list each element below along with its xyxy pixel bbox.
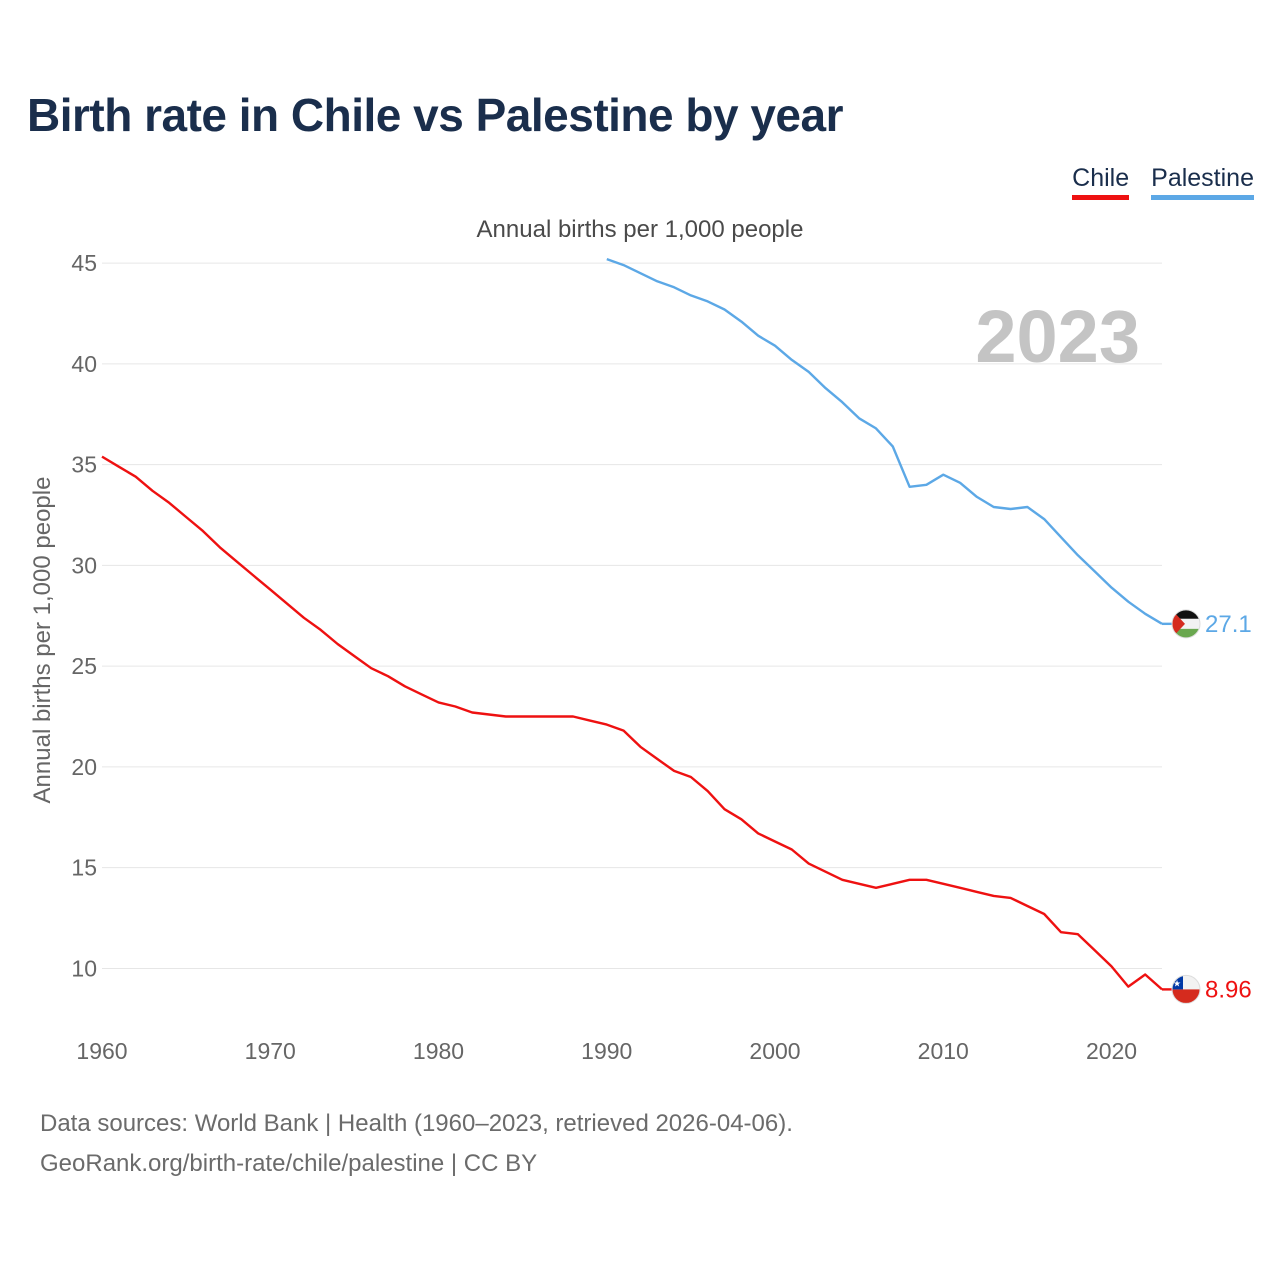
x-tick-label: 2020 bbox=[1086, 1038, 1137, 1064]
end-markers: ★ 8.96 27.1 bbox=[1162, 609, 1252, 1004]
gridlines bbox=[102, 262, 1162, 969]
series-line-chile bbox=[101, 455, 1163, 991]
x-tick-label: 2000 bbox=[749, 1038, 800, 1064]
y-axis-ticks: 10 15 20 25 30 35 40 45 bbox=[71, 250, 97, 981]
svg-text:★: ★ bbox=[1173, 979, 1181, 989]
year-watermark: 2023 bbox=[975, 295, 1140, 378]
y-tick-label: 35 bbox=[71, 452, 97, 478]
x-tick-label: 1960 bbox=[76, 1038, 127, 1064]
x-tick-label: 1980 bbox=[413, 1038, 464, 1064]
footer: Data sources: World Bank | Health (1960–… bbox=[40, 1104, 793, 1184]
chart-subtitle: Annual births per 1,000 people bbox=[476, 216, 804, 243]
y-tick-label: 10 bbox=[71, 955, 97, 981]
y-axis-label: Annual births per 1,000 people bbox=[29, 477, 56, 804]
x-tick-label: 2010 bbox=[918, 1038, 969, 1064]
y-tick-label: 40 bbox=[71, 351, 97, 377]
x-tick-label: 1970 bbox=[245, 1038, 296, 1064]
y-tick-label: 45 bbox=[71, 250, 97, 276]
x-axis-ticks: 1960 1970 1980 1990 2000 2010 2020 bbox=[76, 1038, 1137, 1064]
end-value-label-chile: 8.96 bbox=[1205, 976, 1252, 1003]
chile-flag-icon: ★ bbox=[1171, 974, 1201, 1004]
legend-item-palestine[interactable]: Palestine bbox=[1151, 164, 1254, 200]
end-value-label-palestine: 27.1 bbox=[1205, 611, 1252, 638]
y-tick-label: 25 bbox=[71, 653, 97, 679]
legend-item-chile[interactable]: Chile bbox=[1072, 164, 1130, 200]
y-tick-label: 20 bbox=[71, 754, 97, 780]
legend: Chile Palestine bbox=[1072, 164, 1254, 200]
series-lines bbox=[101, 257, 1163, 991]
x-tick-label: 1990 bbox=[581, 1038, 632, 1064]
footer-source: Data sources: World Bank | Health (1960–… bbox=[40, 1110, 793, 1137]
y-tick-label: 15 bbox=[71, 855, 97, 881]
series-line-palestine bbox=[606, 257, 1163, 625]
palestine-flag-icon bbox=[1171, 609, 1201, 639]
chart-title: Birth rate in Chile vs Palestine by year bbox=[27, 89, 844, 141]
footer-url[interactable]: GeoRank.org/birth-rate/chile/palestine |… bbox=[40, 1150, 538, 1177]
y-tick-label: 30 bbox=[71, 552, 97, 578]
